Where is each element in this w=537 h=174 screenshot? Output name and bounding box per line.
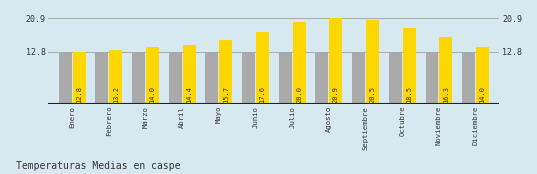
Text: 17.6: 17.6	[259, 86, 265, 103]
Bar	[242, 52, 255, 104]
Bar	[352, 52, 365, 104]
Text: Temperaturas Medias en caspe: Temperaturas Medias en caspe	[16, 161, 180, 171]
Bar	[183, 45, 195, 104]
Text: 16.3: 16.3	[443, 86, 449, 103]
Bar	[132, 52, 145, 104]
Bar	[329, 18, 342, 104]
Text: 18.5: 18.5	[406, 86, 412, 103]
Bar	[462, 52, 475, 104]
Bar	[220, 39, 232, 104]
Bar	[169, 52, 182, 104]
Bar	[389, 52, 402, 104]
Text: 13.2: 13.2	[113, 86, 119, 103]
Bar	[146, 47, 159, 104]
Bar	[72, 52, 85, 104]
Bar	[439, 37, 452, 104]
Text: 20.5: 20.5	[369, 86, 375, 103]
Bar	[316, 52, 328, 104]
Text: 14.0: 14.0	[480, 86, 485, 103]
Text: 12.8: 12.8	[76, 86, 82, 103]
Bar	[425, 52, 438, 104]
Bar	[476, 47, 489, 104]
Bar	[293, 22, 306, 104]
Text: 14.0: 14.0	[149, 86, 156, 103]
Bar	[403, 28, 416, 104]
Text: 14.4: 14.4	[186, 86, 192, 103]
Text: 20.9: 20.9	[333, 86, 339, 103]
Bar	[206, 52, 219, 104]
Text: 15.7: 15.7	[223, 86, 229, 103]
Bar	[256, 32, 269, 104]
Text: 20.0: 20.0	[296, 86, 302, 103]
Bar	[366, 20, 379, 104]
Bar	[279, 52, 292, 104]
Bar	[59, 52, 71, 104]
Bar	[96, 52, 108, 104]
Bar	[110, 50, 122, 104]
